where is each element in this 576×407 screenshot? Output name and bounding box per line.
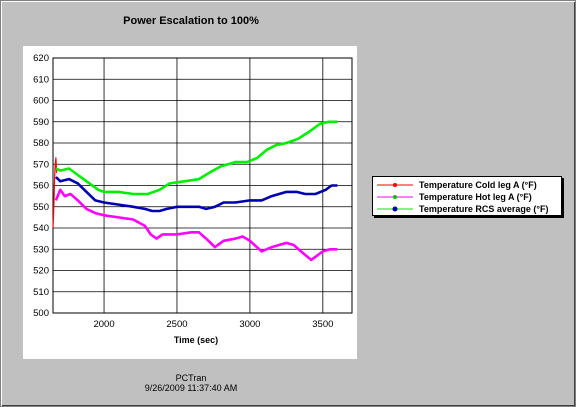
plot-area: 500 510 520 530 540 550 560 570 580 590 600 610 620 …: [23, 46, 357, 359]
y-tick-label: 530: [33, 244, 49, 255]
legend: Temperature Cold leg A (°F) Temperature …: [372, 176, 562, 216]
y-tick-label: 540: [33, 223, 49, 234]
y-tick-label: 590: [33, 117, 49, 128]
footer-source: PCTran: [175, 373, 207, 383]
series-line-cold-leg: [52, 157, 58, 229]
y-tick-label: 500: [33, 308, 49, 319]
y-tick-label: 610: [33, 74, 49, 85]
x-tick-label: 3500: [312, 319, 333, 330]
y-tick-label: 570: [33, 159, 49, 170]
y-tick-label: 620: [33, 53, 49, 64]
legend-swatch-cold-leg: [377, 183, 413, 187]
y-tick-label: 560: [33, 181, 49, 192]
x-tick-label: 3000: [239, 319, 260, 330]
series-lines: [52, 120, 338, 262]
y-tick-label: 520: [33, 266, 49, 277]
series-line-unlabeled: [54, 176, 338, 213]
legend-swatch-rcs-average: [377, 206, 413, 212]
legend-item-cold-leg: Temperature Cold leg A (°F): [373, 179, 561, 191]
footer-timestamp: 9/26/2009 11:37:40 AM: [144, 383, 238, 393]
x-axis-ticks: 2000 2500 3000 3500: [93, 319, 333, 330]
x-tick-label: 2500: [166, 319, 187, 330]
legend-label-rcs-average: Temperature RCS average (°F): [419, 204, 549, 214]
legend-label-cold-leg: Temperature Cold leg A (°F): [419, 180, 537, 190]
x-tick-label: 2000: [93, 319, 114, 330]
y-axis-ticks: 500 510 520 530 540 550 560 570 580 590 600 610 620: [33, 53, 49, 319]
chart-title: Power Escalation to 100%: [123, 15, 259, 27]
y-tick-label: 550: [33, 202, 49, 213]
line-chart: 500510520530540550560570580590600610620 …: [33, 53, 353, 345]
series-line-hot-leg: [54, 188, 338, 262]
legend-swatch-hot-leg: [377, 195, 413, 199]
grid: [52, 57, 353, 314]
legend-label-hot-leg: Temperature Hot leg A (°F): [419, 192, 532, 202]
y-tick-label: 580: [33, 138, 49, 149]
legend-item-hot-leg: Temperature Hot leg A (°F): [373, 191, 561, 203]
y-tick-label: 510: [33, 287, 49, 298]
x-axis-label: Time (sec): [174, 335, 218, 345]
legend-item-rcs-average: Temperature RCS average (°F): [373, 203, 561, 215]
series-line-rcs-average: [55, 120, 338, 196]
y-tick-label: 600: [33, 96, 49, 107]
